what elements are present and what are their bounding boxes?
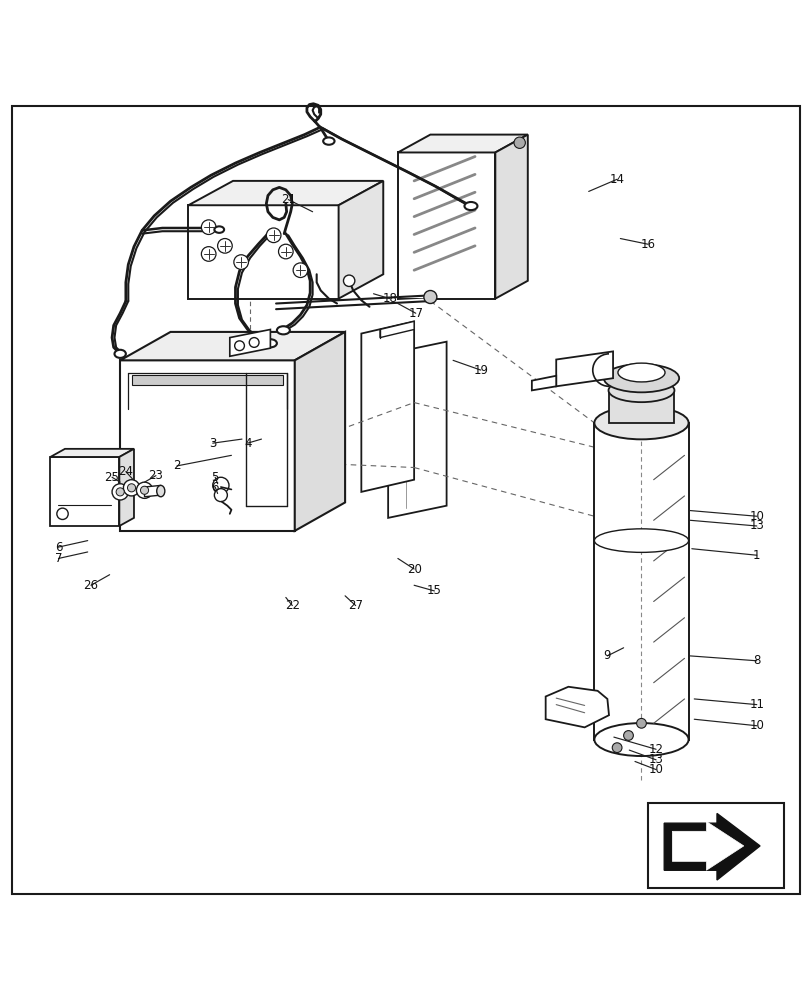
Polygon shape	[50, 449, 134, 457]
Circle shape	[112, 484, 128, 500]
Circle shape	[278, 244, 293, 259]
Text: 20: 20	[406, 563, 421, 576]
Text: 15: 15	[427, 584, 441, 597]
Ellipse shape	[594, 406, 688, 439]
Polygon shape	[338, 181, 383, 299]
Polygon shape	[361, 321, 414, 492]
Text: 3: 3	[208, 437, 217, 450]
Text: 10: 10	[749, 510, 763, 523]
Polygon shape	[397, 152, 495, 299]
Text: 6: 6	[211, 481, 219, 494]
Text: 25: 25	[105, 471, 119, 484]
Polygon shape	[188, 205, 338, 299]
Circle shape	[217, 239, 232, 253]
Circle shape	[249, 338, 259, 347]
Circle shape	[201, 220, 216, 234]
Ellipse shape	[594, 529, 688, 552]
Circle shape	[201, 247, 216, 261]
Text: 10: 10	[749, 719, 763, 732]
Circle shape	[636, 718, 646, 728]
Polygon shape	[672, 822, 743, 870]
Ellipse shape	[464, 202, 477, 210]
Circle shape	[293, 263, 307, 278]
Text: 21: 21	[281, 193, 295, 206]
Circle shape	[57, 508, 68, 519]
Text: 17: 17	[408, 307, 423, 320]
Polygon shape	[144, 485, 161, 497]
Text: 26: 26	[84, 579, 98, 592]
Polygon shape	[545, 687, 608, 727]
Circle shape	[611, 743, 621, 753]
Ellipse shape	[114, 350, 126, 358]
Polygon shape	[188, 181, 383, 205]
Text: 13: 13	[749, 519, 763, 532]
Text: 4: 4	[243, 437, 251, 450]
Circle shape	[234, 341, 244, 351]
Circle shape	[123, 480, 139, 496]
Text: 23: 23	[148, 469, 163, 482]
Text: 14: 14	[609, 173, 624, 186]
Circle shape	[513, 137, 525, 148]
Ellipse shape	[277, 326, 290, 334]
Ellipse shape	[157, 485, 165, 497]
Polygon shape	[380, 321, 414, 338]
Text: 10: 10	[648, 763, 663, 776]
Text: 27: 27	[348, 599, 363, 612]
Polygon shape	[531, 376, 556, 390]
Polygon shape	[50, 457, 119, 526]
Text: 18: 18	[382, 292, 397, 305]
Text: 1: 1	[752, 549, 760, 562]
Text: 5: 5	[211, 471, 219, 484]
Text: 24: 24	[118, 465, 133, 478]
Polygon shape	[230, 329, 270, 356]
Circle shape	[140, 486, 148, 494]
Text: 8: 8	[752, 654, 760, 667]
Text: 12: 12	[648, 743, 663, 756]
Polygon shape	[495, 135, 527, 299]
Circle shape	[423, 291, 436, 303]
Polygon shape	[607, 390, 674, 423]
Ellipse shape	[603, 364, 678, 392]
Polygon shape	[120, 332, 345, 360]
Circle shape	[212, 477, 229, 494]
Ellipse shape	[617, 363, 664, 382]
Text: 6: 6	[54, 541, 62, 554]
Polygon shape	[663, 813, 759, 880]
Text: 16: 16	[640, 238, 654, 251]
Polygon shape	[294, 332, 345, 531]
Circle shape	[343, 275, 354, 286]
Circle shape	[623, 731, 633, 740]
Circle shape	[136, 482, 152, 498]
Text: 11: 11	[749, 698, 763, 711]
Ellipse shape	[594, 723, 688, 756]
Polygon shape	[120, 360, 294, 531]
Text: 13: 13	[648, 753, 663, 766]
Circle shape	[234, 255, 248, 269]
Polygon shape	[132, 375, 282, 385]
Ellipse shape	[607, 379, 674, 402]
Ellipse shape	[323, 137, 334, 145]
Circle shape	[127, 484, 135, 492]
Text: 22: 22	[285, 599, 299, 612]
Polygon shape	[556, 351, 612, 386]
Circle shape	[214, 489, 227, 502]
Text: 19: 19	[473, 364, 487, 377]
Bar	[647, 803, 783, 888]
Text: 7: 7	[54, 552, 62, 565]
Polygon shape	[119, 449, 134, 526]
Text: 2: 2	[173, 459, 181, 472]
Polygon shape	[594, 423, 688, 740]
Circle shape	[116, 488, 124, 496]
Text: 9: 9	[603, 649, 611, 662]
Polygon shape	[388, 342, 446, 518]
Polygon shape	[397, 135, 527, 152]
Ellipse shape	[214, 226, 224, 233]
Circle shape	[266, 228, 281, 243]
Ellipse shape	[264, 339, 277, 347]
